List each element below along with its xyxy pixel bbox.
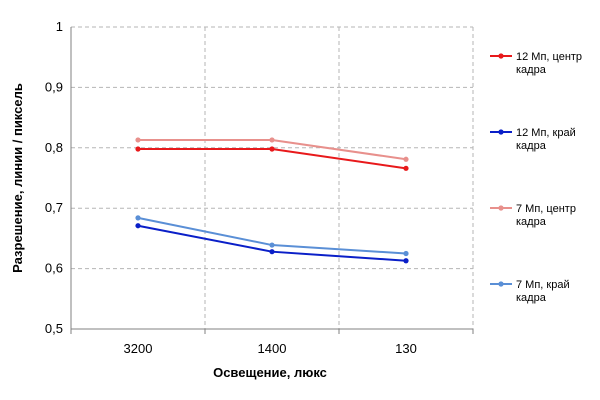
y-tick-label: 0,7 xyxy=(45,200,63,215)
data-point xyxy=(269,137,275,143)
legend-label: кадра xyxy=(516,140,547,152)
y-axis-title: Разрешение, линии / пиксель xyxy=(10,83,25,273)
series-lines xyxy=(135,137,409,264)
data-point xyxy=(135,137,141,143)
legend-marker xyxy=(498,129,504,135)
grid-lines xyxy=(71,26,473,329)
data-point xyxy=(403,156,409,162)
legend-label: 7 Мп, центр xyxy=(516,203,576,215)
series-line xyxy=(138,148,407,170)
axes xyxy=(70,27,474,334)
x-tick-label: 3200 xyxy=(124,341,153,356)
y-tick-label: 1 xyxy=(56,19,63,34)
y-tick-label: 0,9 xyxy=(45,79,63,94)
y-tick-label: 0,6 xyxy=(45,261,63,276)
legend-label: кадра xyxy=(516,292,547,304)
legend-label: кадра xyxy=(516,216,547,228)
y-tick-label: 0,8 xyxy=(45,140,63,155)
series-line xyxy=(137,216,407,255)
data-point xyxy=(269,242,275,248)
data-point xyxy=(403,165,409,171)
data-point xyxy=(135,215,141,221)
data-point xyxy=(135,223,141,229)
legend-label: 12 Мп, край xyxy=(516,127,576,139)
legend-label: 12 Мп, центр xyxy=(516,51,582,63)
legend-label: кадра xyxy=(516,64,547,76)
data-point xyxy=(269,249,275,255)
x-tick-label: 130 xyxy=(395,341,417,356)
data-point xyxy=(403,250,409,257)
legend-marker xyxy=(498,205,504,211)
data-point xyxy=(269,146,275,152)
data-point xyxy=(135,146,141,152)
tick-labels: 0,5 0,6 0,7 0,8 0,9 1 3200 1400 130 xyxy=(45,19,417,356)
legend-label: 7 Мп, край xyxy=(516,279,570,291)
y-tick-label: 0,5 xyxy=(45,321,63,336)
legend-marker xyxy=(498,53,504,59)
data-point xyxy=(403,258,409,264)
legend-marker xyxy=(498,281,504,287)
x-tick-label: 1400 xyxy=(258,341,287,356)
x-axis-title: Освещение, люкс xyxy=(213,365,327,380)
